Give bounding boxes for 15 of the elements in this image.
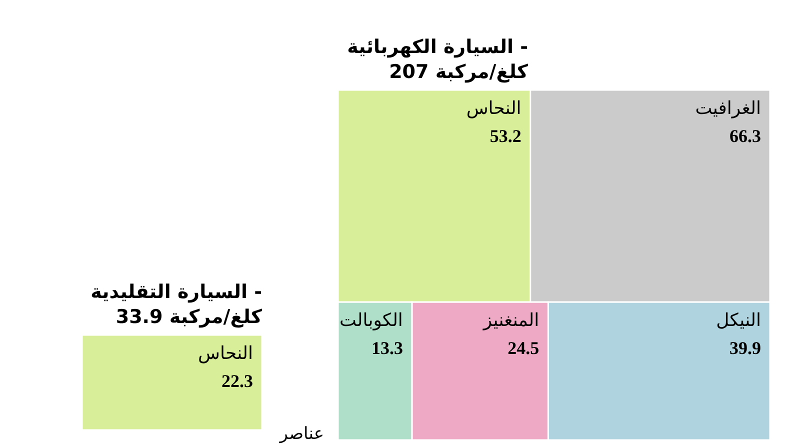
data-label: 24.5: [508, 338, 540, 358]
category-label: النحاس: [198, 343, 253, 364]
data-label: 13.3: [371, 338, 403, 358]
category-label: النحاس: [466, 98, 522, 119]
text: السيارة الكهربائية - 207 كلغ/مركبة: [347, 36, 529, 83]
data-label: 53.2: [490, 126, 522, 146]
data-label: 39.9: [730, 338, 761, 358]
category-label: الكوبالت: [340, 310, 403, 332]
data-label: 22.3: [222, 371, 253, 391]
text: السيارة التقليدية - 33.9 كلغ/مركبة: [90, 281, 263, 328]
category-label: المنغنيز: [482, 310, 540, 332]
text: عناصر: [278, 424, 324, 444]
data-label: 66.3: [730, 126, 761, 146]
category-label: النيكل: [716, 310, 761, 332]
category-label: الغرافيت: [695, 98, 761, 119]
